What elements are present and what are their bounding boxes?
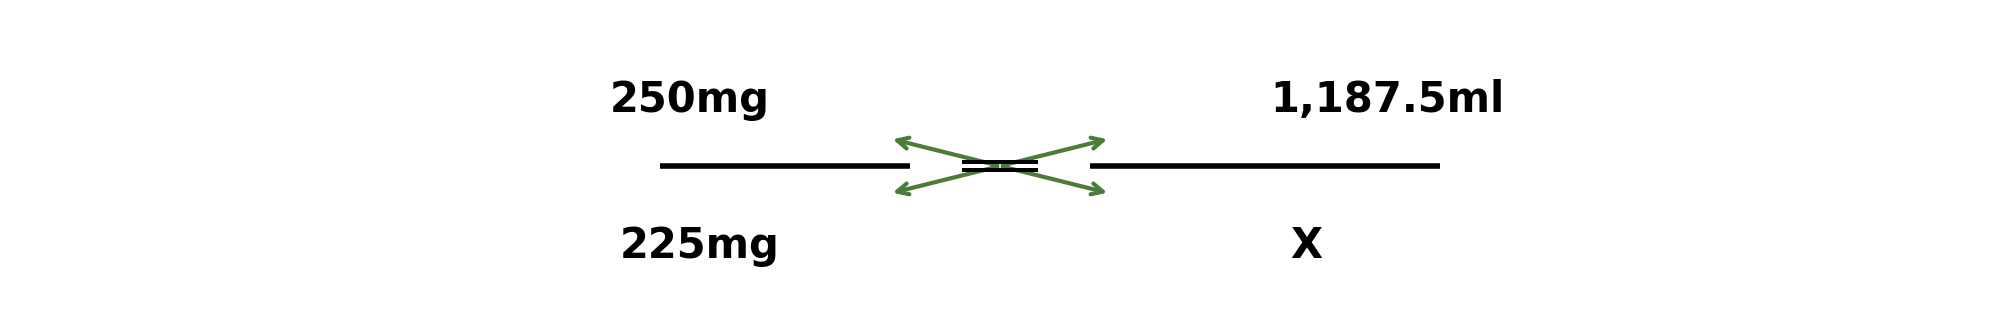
Text: 225mg: 225mg — [620, 225, 780, 267]
Bar — [962, 168, 1038, 172]
Text: 1,187.5ml: 1,187.5ml — [1270, 79, 1504, 121]
Text: 250mg: 250mg — [610, 79, 770, 121]
Bar — [962, 160, 1038, 164]
Text: X: X — [1290, 225, 1322, 267]
